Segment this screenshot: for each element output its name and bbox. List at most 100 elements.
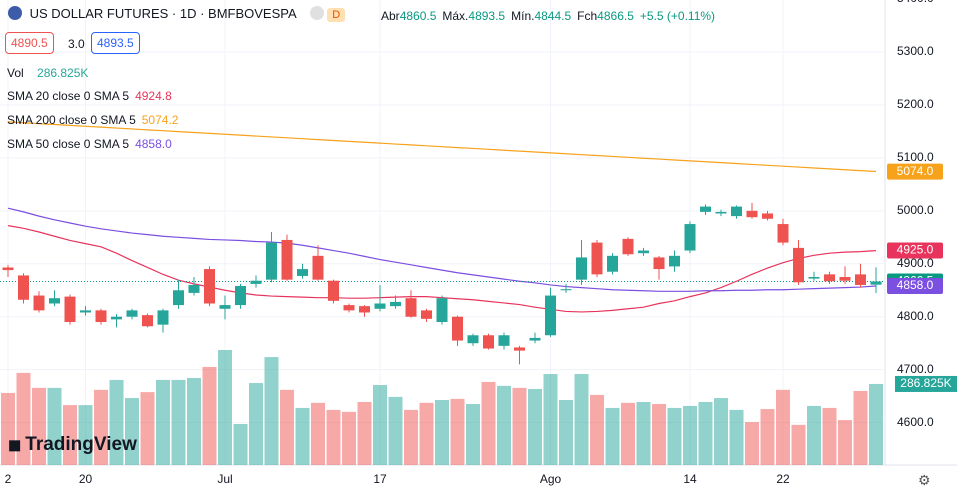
volume-bar bbox=[667, 407, 682, 465]
volume-bar bbox=[264, 357, 279, 465]
sma-legend: SMA 20 close 0 SMA 5 4924.8 bbox=[7, 89, 172, 103]
candle-body bbox=[715, 211, 727, 214]
candle-body bbox=[250, 280, 262, 284]
candle-body bbox=[436, 298, 448, 323]
x-tick-label: 22 bbox=[776, 472, 790, 486]
settings-icon[interactable]: ⚙ bbox=[918, 472, 931, 488]
volume-value: 286.825K bbox=[37, 66, 89, 80]
y-tick-label: 5300.0 bbox=[897, 44, 934, 58]
candle-body bbox=[452, 316, 463, 341]
candle-body bbox=[498, 335, 510, 346]
y-tick-label: 4700.0 bbox=[897, 362, 934, 376]
candle-body bbox=[281, 239, 293, 280]
candle-body bbox=[591, 242, 603, 275]
candle-body bbox=[808, 277, 820, 279]
volume-bar bbox=[125, 398, 139, 465]
volume-bar bbox=[63, 405, 77, 465]
candle-body bbox=[545, 295, 556, 336]
volume-bar bbox=[838, 420, 852, 465]
x-tick-label: 20 bbox=[79, 472, 93, 486]
x-tick-label: Jul bbox=[217, 472, 232, 486]
y-tick-label: 5100.0 bbox=[897, 150, 934, 164]
ohlc-label: Fch bbox=[577, 9, 598, 23]
candle-body bbox=[855, 274, 866, 285]
volume-bar bbox=[853, 390, 868, 465]
candle-body bbox=[64, 296, 76, 323]
candle-body bbox=[653, 257, 665, 270]
volume-bar bbox=[729, 409, 744, 465]
candle-body bbox=[483, 335, 494, 349]
candle-body bbox=[80, 310, 91, 313]
volume-bar bbox=[218, 350, 232, 465]
volume-bar bbox=[388, 396, 403, 465]
price-tag-label: 5074.0 bbox=[897, 164, 934, 178]
candle-body bbox=[669, 255, 680, 267]
volume-bar bbox=[807, 405, 821, 465]
candle-body bbox=[824, 274, 835, 282]
price-tag-label: 4858.0 bbox=[897, 278, 934, 292]
candle-body bbox=[312, 255, 324, 280]
header: US DOLLAR FUTURES · 1D · BMFBOVESPA D bbox=[8, 6, 346, 22]
sma-line bbox=[7, 121, 877, 173]
volume-bar bbox=[543, 374, 558, 465]
sma-value: 4858.0 bbox=[135, 137, 172, 151]
volume-bar bbox=[450, 398, 465, 465]
volume-bar bbox=[109, 379, 124, 465]
volume-bar bbox=[280, 389, 294, 465]
ohlc-value: 4893.5 bbox=[468, 9, 506, 23]
volume-bar bbox=[636, 401, 651, 465]
volume-bar bbox=[683, 405, 697, 465]
volume-bar bbox=[605, 407, 620, 465]
volume-bar bbox=[16, 372, 31, 465]
volume-bar bbox=[652, 403, 666, 465]
y-tick-label: 4600.0 bbox=[897, 415, 934, 429]
volume-bar bbox=[357, 401, 372, 465]
volume-bar bbox=[202, 366, 217, 465]
x-tick-label: 14 bbox=[683, 472, 697, 486]
volume-bar bbox=[528, 388, 542, 465]
volume-bar bbox=[590, 394, 604, 465]
volume-bar bbox=[822, 407, 837, 465]
candle-body bbox=[390, 301, 401, 307]
candle-body bbox=[622, 238, 634, 255]
x-tick-label: 17 bbox=[373, 472, 387, 486]
sell-button[interactable]: 4890.5 bbox=[5, 32, 54, 54]
buy-button[interactable]: 4893.5 bbox=[91, 32, 140, 54]
symbol-title[interactable]: US DOLLAR FUTURES · 1D · BMFBOVESPA bbox=[29, 6, 296, 21]
candle-body bbox=[870, 281, 882, 285]
volume-bar bbox=[435, 400, 449, 465]
x-tick-label: Ago bbox=[540, 472, 562, 486]
candle-body bbox=[204, 269, 215, 304]
sma-line bbox=[7, 207, 877, 292]
volume-bar bbox=[466, 403, 480, 465]
volume-bar bbox=[481, 381, 496, 465]
volume-bar bbox=[249, 383, 263, 465]
volume-bar bbox=[32, 387, 46, 465]
candle-body bbox=[529, 337, 541, 341]
candle-body bbox=[607, 255, 618, 272]
y-tick-label: 5200.0 bbox=[897, 97, 934, 111]
sma-legend: SMA 50 close 0 SMA 5 4858.0 bbox=[7, 137, 172, 151]
volume-bar bbox=[140, 392, 155, 465]
candle-body bbox=[343, 305, 355, 311]
ohlc-label: Abr bbox=[381, 9, 400, 23]
candle-body bbox=[157, 310, 169, 325]
candle-body bbox=[700, 206, 711, 212]
y-tick-label: 5400.0 bbox=[897, 0, 934, 5]
volume-bar bbox=[1, 392, 15, 465]
ohlc-label: Máx. bbox=[442, 9, 469, 23]
sma-name: SMA 50 close 0 SMA 5 bbox=[7, 137, 130, 151]
candle-body bbox=[731, 206, 742, 217]
volume-bar bbox=[698, 401, 713, 465]
candle-body bbox=[839, 277, 851, 281]
volume-bar bbox=[187, 377, 201, 465]
volume-bar bbox=[791, 424, 806, 465]
logo: ◼ TradingView bbox=[8, 434, 137, 455]
y-tick-label: 4900.0 bbox=[897, 256, 934, 270]
volume-bar bbox=[776, 389, 790, 465]
volume-bar bbox=[342, 411, 356, 465]
candle-body bbox=[219, 305, 231, 309]
flag-icon bbox=[8, 6, 22, 20]
volume-bar bbox=[94, 389, 108, 465]
